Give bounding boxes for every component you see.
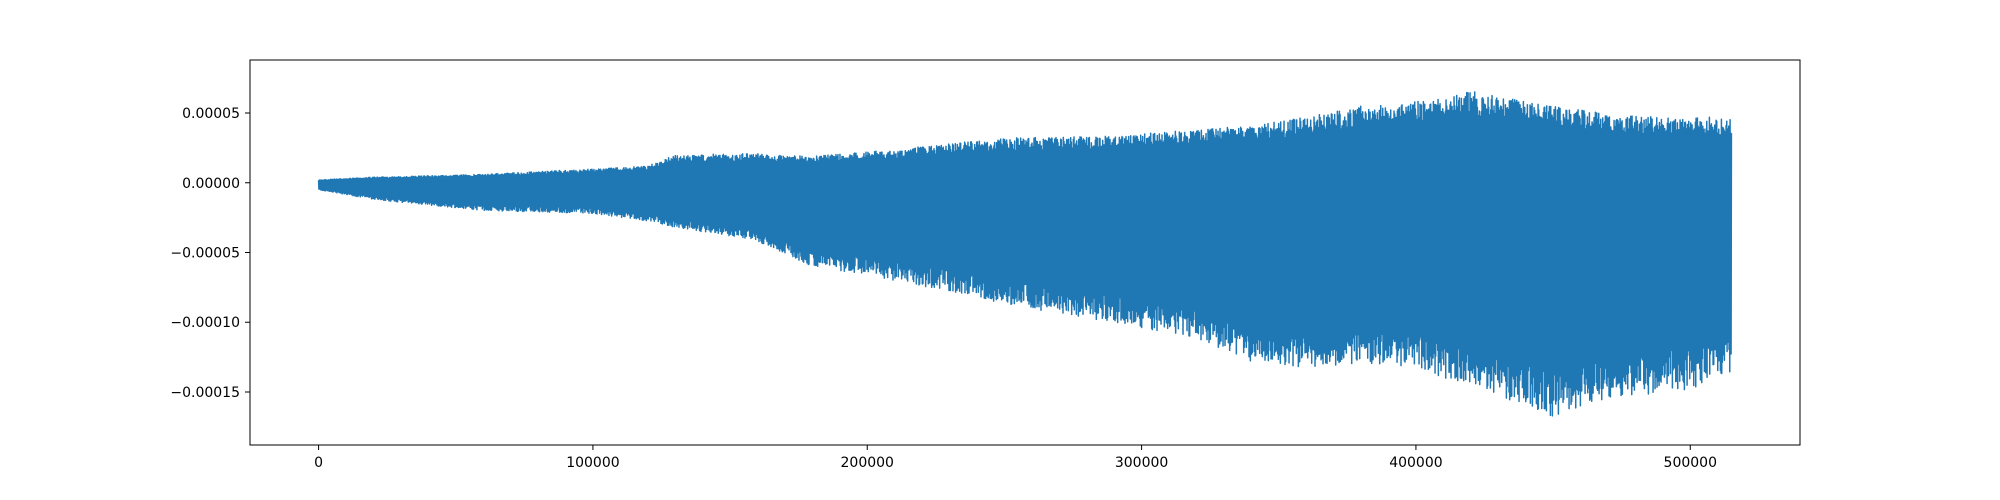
x-axis: 0 100000 200000 300000 400000 500000 <box>314 445 1717 471</box>
series-layer <box>317 91 1733 417</box>
y-tick-label: −0.00005 <box>170 246 240 262</box>
x-tick-label: 100000 <box>566 455 619 471</box>
x-tick-label: 500000 <box>1664 455 1717 471</box>
y-axis: 0.00005 0.00000 −0.00005 −0.00010 −0.00015 <box>170 106 250 401</box>
x-tick-label: 200000 <box>841 455 894 471</box>
x-tick-label: 400000 <box>1389 455 1442 471</box>
y-tick-label: −0.00015 <box>170 385 240 401</box>
x-tick-label: 300000 <box>1115 455 1168 471</box>
x-tick-label: 0 <box>314 455 323 471</box>
series-line <box>317 91 1733 417</box>
y-tick-label: 0.00005 <box>182 106 240 122</box>
y-tick-label: 0.00000 <box>182 176 240 192</box>
plot-frame <box>249 59 1801 446</box>
y-tick-label: −0.00010 <box>170 315 240 331</box>
